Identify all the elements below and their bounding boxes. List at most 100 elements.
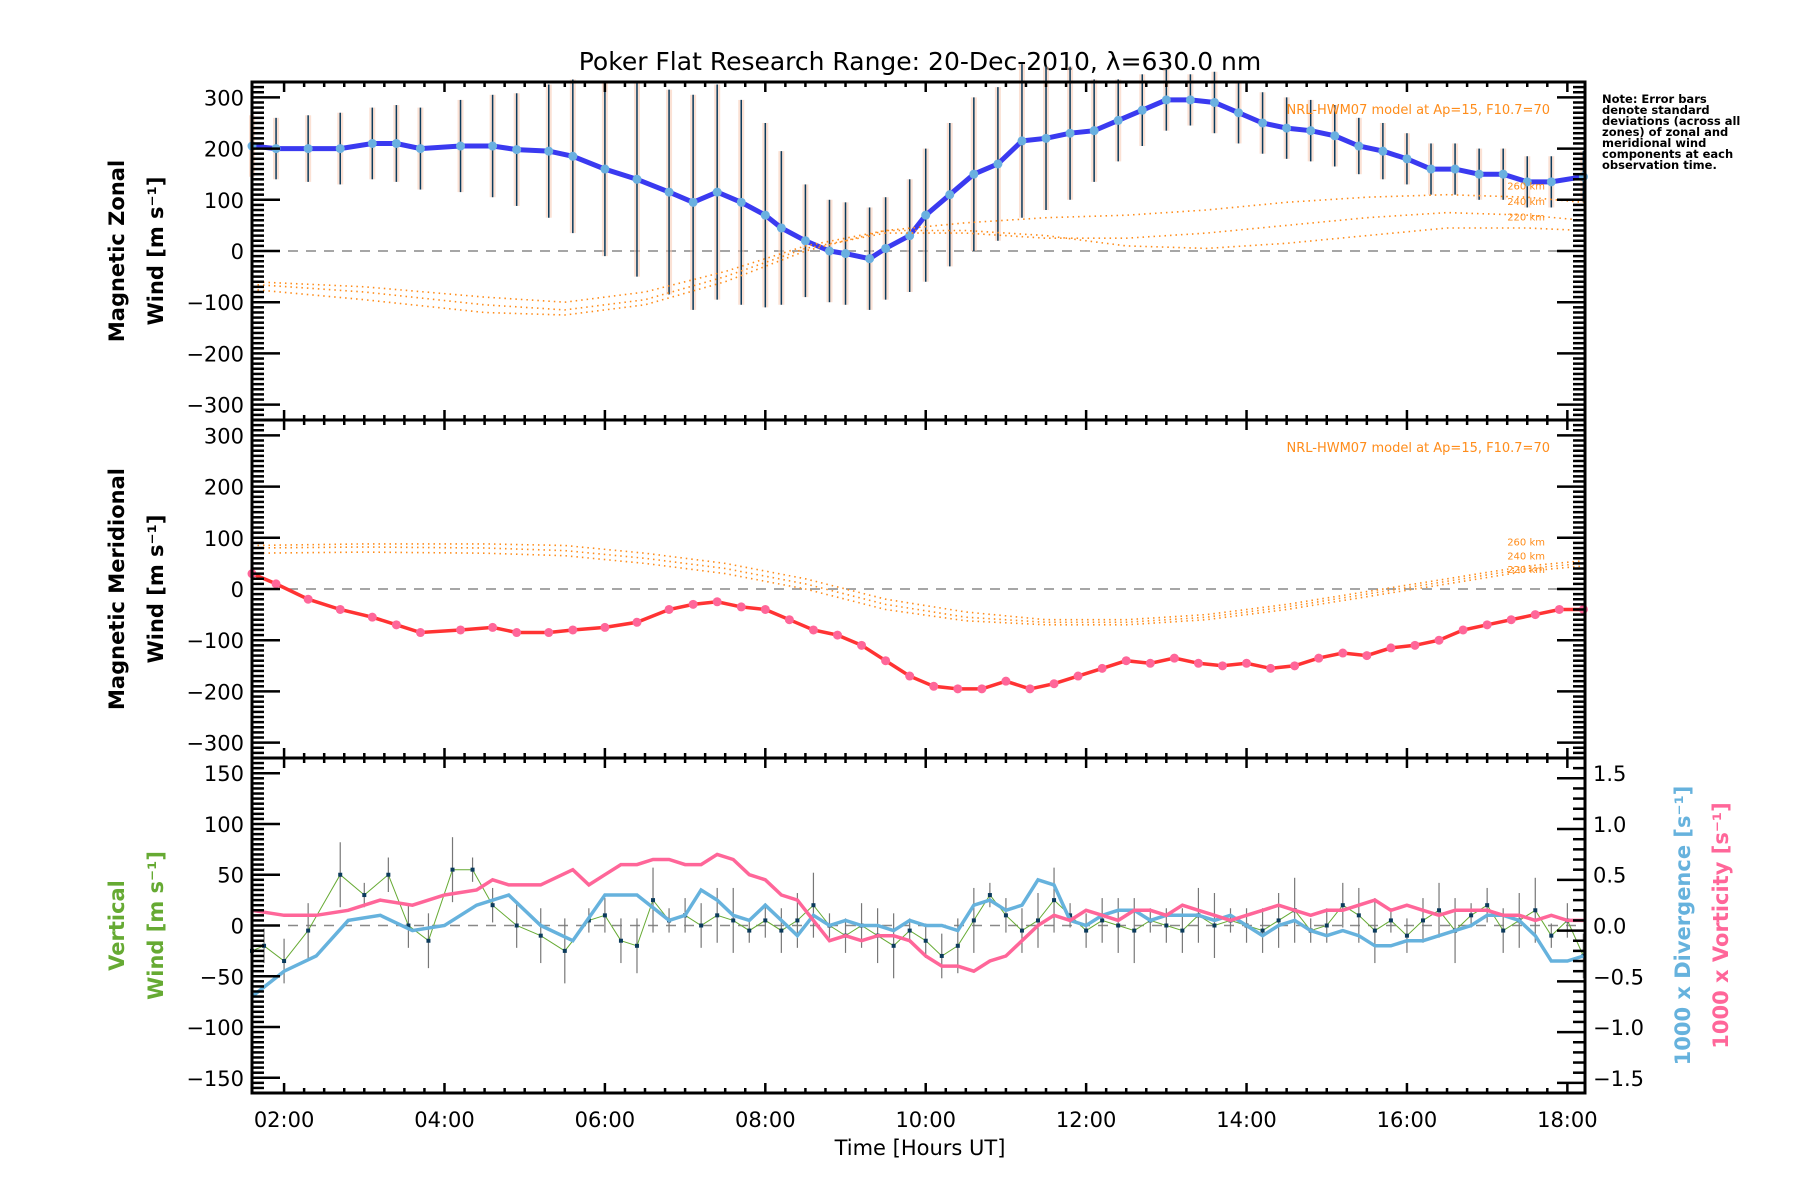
y-tick-label: −100 (186, 291, 244, 315)
data-point (945, 190, 955, 200)
data-point (1212, 923, 1217, 928)
data-point (367, 612, 377, 622)
data-point (969, 169, 979, 179)
data-point (1314, 653, 1324, 663)
data-point (993, 159, 1003, 169)
data-point (271, 579, 281, 589)
x-tick-label: 08:00 (735, 1108, 796, 1132)
data-point (763, 918, 768, 923)
data-point (632, 617, 642, 627)
y2-tick-label: −0.5 (1593, 965, 1644, 989)
data-point (1049, 679, 1059, 689)
y-label-line1: Magnetic Meridional (105, 468, 129, 710)
data-point (391, 620, 401, 630)
data-point (800, 236, 810, 246)
data-point (338, 872, 343, 877)
data-point (1242, 658, 1252, 668)
y-tick-label: −100 (186, 1016, 244, 1040)
data-point (488, 141, 498, 151)
data-point (857, 640, 867, 650)
data-point (955, 943, 960, 948)
data-point (490, 903, 495, 908)
y-label-line2: Wind [m s⁻¹] (144, 851, 168, 1000)
y-tick-label: 300 (204, 86, 244, 110)
data-point (712, 187, 722, 197)
y-tick-label: 150 (204, 762, 244, 786)
data-point (1290, 661, 1300, 671)
data-point (1458, 625, 1468, 635)
data-point (562, 948, 567, 953)
data-point (987, 893, 992, 898)
y-tick-label: −200 (186, 680, 244, 704)
altitude-label: 220 km (1507, 565, 1545, 576)
altitude-label: 260 km (1507, 182, 1545, 193)
data-point (1388, 918, 1393, 923)
y-tick-label: −300 (186, 732, 244, 756)
data-point (736, 602, 746, 612)
data-point (881, 243, 891, 253)
data-point (779, 928, 784, 933)
data-point (634, 943, 639, 948)
x-tick-label: 16:00 (1377, 1108, 1438, 1132)
data-point (1485, 903, 1490, 908)
y-tick-label: 100 (204, 527, 244, 551)
data-point (1132, 928, 1137, 933)
data-point (1372, 928, 1377, 933)
data-point (921, 210, 931, 220)
data-point (760, 210, 770, 220)
series-vertical-wind (251, 869, 1584, 962)
y2-tick-label: −1.0 (1593, 1016, 1644, 1040)
series-hwm07-220-km (251, 551, 1584, 626)
data-point (1089, 126, 1099, 136)
data-point (1073, 671, 1083, 681)
data-point (1426, 164, 1436, 174)
data-point (544, 146, 554, 156)
data-point (1498, 169, 1508, 179)
data-point (1161, 95, 1171, 105)
y2-tick-label: −1.5 (1593, 1067, 1644, 1091)
data-point (1437, 908, 1442, 913)
data-point (1019, 928, 1024, 933)
data-point (1330, 131, 1340, 141)
data-point (905, 671, 915, 681)
data-point (1001, 676, 1011, 686)
data-point (664, 604, 674, 614)
altitude-label: 240 km (1507, 197, 1545, 208)
data-point (568, 151, 578, 161)
data-point (1185, 95, 1195, 105)
data-point (712, 597, 722, 607)
data-point (600, 622, 610, 632)
data-point (1234, 108, 1244, 118)
data-point (1217, 661, 1227, 671)
x-tick-label: 04:00 (414, 1108, 475, 1132)
data-point (456, 141, 466, 151)
y2-label-divergence: 1000 x Divergence [s⁻¹] (1671, 786, 1695, 1066)
data-point (1036, 918, 1041, 923)
model-label: NRL-HWM07 model at Ap=15, F10.7=70 (1287, 103, 1551, 118)
y-tick-label: 200 (204, 138, 244, 162)
y-label-line2: Wind [m s⁻¹] (144, 515, 168, 664)
x-tick-label: 18:00 (1537, 1108, 1598, 1132)
data-point (1003, 913, 1008, 918)
x-axis-label: Time [Hours UT] (834, 1136, 1006, 1160)
data-point (1068, 913, 1073, 918)
data-point (391, 138, 401, 148)
data-point (688, 197, 698, 207)
series-hwm07-240-km (251, 546, 1584, 624)
y-tick-label: 100 (204, 189, 244, 213)
data-point (470, 867, 475, 872)
data-point (1474, 169, 1484, 179)
data-point (1549, 933, 1554, 938)
chart-title: Poker Flat Research Range: 20-Dec-2010, … (579, 47, 1262, 76)
y-tick-label: −200 (186, 342, 244, 366)
y-tick-label: −300 (186, 394, 244, 418)
data-point (362, 893, 367, 898)
data-point (1276, 918, 1281, 923)
data-point (415, 144, 425, 154)
data-point (736, 197, 746, 207)
data-point (1420, 918, 1425, 923)
data-point (923, 938, 928, 943)
data-point (953, 684, 963, 694)
data-point (1469, 913, 1474, 918)
